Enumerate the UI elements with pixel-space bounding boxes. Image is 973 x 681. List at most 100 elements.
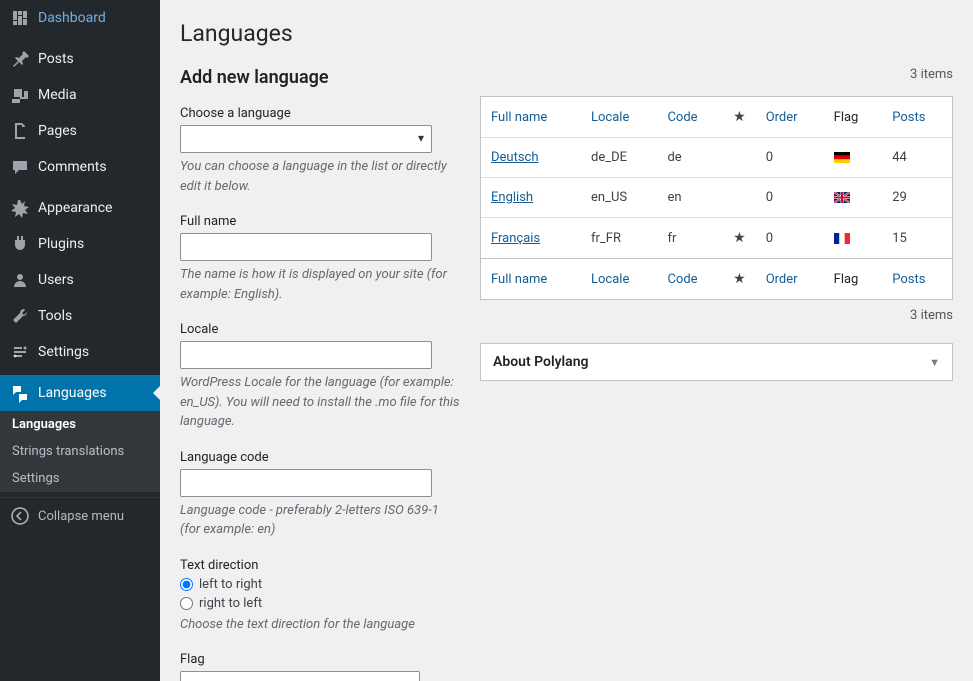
choose-language-select[interactable] <box>180 125 432 153</box>
pin-icon <box>10 49 30 69</box>
fullname-desc: The name is how it is displayed on your … <box>180 265 460 304</box>
sidebar-item-plugins[interactable]: Plugins <box>0 226 160 262</box>
lang-order: 0 <box>756 217 824 258</box>
th-fullname[interactable]: Full name <box>491 110 547 125</box>
locale-input[interactable] <box>180 341 432 369</box>
table-row: English en_USen 0 29 <box>481 177 952 217</box>
choose-desc: You can choose a language in the list or… <box>180 157 460 196</box>
appearance-icon <box>10 198 30 218</box>
ltr-radio[interactable] <box>180 578 193 591</box>
th-order[interactable]: Order <box>766 110 798 125</box>
sidebar-sub-settings[interactable]: Settings <box>0 465 160 492</box>
plugins-icon <box>10 234 30 254</box>
lang-name-link[interactable]: Français <box>491 231 540 246</box>
main-content: Languages Add new language Choose a lang… <box>160 0 973 681</box>
lang-locale: en_US <box>581 177 657 217</box>
page-title: Languages <box>180 20 953 47</box>
comments-icon <box>10 157 30 177</box>
ltr-label: left to right <box>199 577 262 592</box>
sidebar-item-media[interactable]: Media <box>0 77 160 113</box>
lang-flag <box>824 177 883 217</box>
lang-order: 0 <box>756 177 824 217</box>
sidebar-item-label: Comments <box>38 159 107 175</box>
sidebar-item-label: Settings <box>38 344 89 360</box>
sidebar-item-label: Dashboard <box>38 10 106 26</box>
flag-select[interactable] <box>180 671 420 681</box>
languages-table: Full name Locale Code ★ Order Flag Posts… <box>480 96 953 300</box>
sidebar-item-pages[interactable]: Pages <box>0 113 160 149</box>
lang-code: fr <box>657 217 723 258</box>
locale-desc: WordPress Locale for the language (for e… <box>180 373 460 432</box>
items-count-top: 3 items <box>910 67 953 82</box>
lang-locale: de_DE <box>581 137 657 177</box>
tf-order[interactable]: Order <box>766 272 798 287</box>
lang-name-link[interactable]: Deutsch <box>491 150 539 165</box>
lang-flag <box>824 137 883 177</box>
postbox-toggle[interactable]: ▼ <box>929 356 940 369</box>
sidebar-item-label: Appearance <box>38 200 112 216</box>
lang-posts: 29 <box>882 177 952 217</box>
add-language-form: Add new language Choose a language You c… <box>180 67 460 681</box>
star-icon: ★ <box>733 109 746 125</box>
flag-label: Flag <box>180 652 460 667</box>
sidebar-item-users[interactable]: Users <box>0 262 160 298</box>
lang-name-link[interactable]: English <box>491 190 533 205</box>
media-icon <box>10 85 30 105</box>
rtl-radio[interactable] <box>180 597 193 610</box>
sidebar-sub-languages[interactable]: Languages <box>0 411 160 438</box>
code-input[interactable] <box>180 469 432 497</box>
tools-icon <box>10 306 30 326</box>
th-locale[interactable]: Locale <box>591 110 629 125</box>
sidebar-sub-strings[interactable]: Strings translations <box>0 438 160 465</box>
fullname-input[interactable] <box>180 233 432 261</box>
sidebar-item-settings[interactable]: Settings <box>0 334 160 370</box>
lang-code: en <box>657 177 723 217</box>
sidebar-item-languages[interactable]: Languages <box>0 375 160 411</box>
lang-posts: 44 <box>882 137 952 177</box>
sidebar-item-dashboard[interactable]: Dashboard <box>0 0 160 36</box>
lang-flag <box>824 217 883 258</box>
tf-posts[interactable]: Posts <box>892 272 925 287</box>
lang-locale: fr_FR <box>581 217 657 258</box>
sidebar-item-tools[interactable]: Tools <box>0 298 160 334</box>
tf-code[interactable]: Code <box>667 272 697 287</box>
tf-fullname[interactable]: Full name <box>491 272 547 287</box>
dashboard-icon <box>10 8 30 28</box>
sidebar-submenu: Languages Strings translations Settings <box>0 411 160 492</box>
th-posts[interactable]: Posts <box>892 110 925 125</box>
about-postbox: About Polylang ▼ <box>480 343 953 381</box>
items-count-bottom: 3 items <box>480 308 953 323</box>
lang-order: 0 <box>756 137 824 177</box>
fullname-label: Full name <box>180 214 460 229</box>
sidebar-item-label: Languages <box>38 385 107 401</box>
collapse-label: Collapse menu <box>38 509 124 524</box>
sidebar-item-appearance[interactable]: Appearance <box>0 190 160 226</box>
locale-label: Locale <box>180 322 460 337</box>
sidebar-item-label: Media <box>38 87 77 103</box>
sidebar-item-label: Tools <box>38 308 72 324</box>
table-row: Français fr_FRfr★0 15 <box>481 217 952 258</box>
tf-flag: Flag <box>824 258 883 299</box>
pages-icon <box>10 121 30 141</box>
users-icon <box>10 270 30 290</box>
admin-sidebar: Dashboard Posts Media Pages Comments App… <box>0 0 160 681</box>
lang-posts: 15 <box>882 217 952 258</box>
sidebar-item-label: Posts <box>38 51 74 67</box>
lang-code: de <box>657 137 723 177</box>
rtl-label: right to left <box>199 596 262 611</box>
collapse-menu[interactable]: Collapse menu <box>0 497 160 534</box>
th-code[interactable]: Code <box>667 110 697 125</box>
languages-icon <box>10 383 30 403</box>
sidebar-item-comments[interactable]: Comments <box>0 149 160 185</box>
sidebar-item-label: Pages <box>38 123 77 139</box>
th-flag: Flag <box>824 97 883 137</box>
star-icon: ★ <box>733 271 746 287</box>
sidebar-item-posts[interactable]: Posts <box>0 41 160 77</box>
lang-default <box>723 137 756 177</box>
direction-label: Text direction <box>180 558 460 573</box>
tf-locale[interactable]: Locale <box>591 272 629 287</box>
code-label: Language code <box>180 450 460 465</box>
lang-default: ★ <box>723 217 756 258</box>
postbox-title: About Polylang <box>493 354 588 370</box>
code-desc: Language code - preferably 2-letters ISO… <box>180 501 460 540</box>
